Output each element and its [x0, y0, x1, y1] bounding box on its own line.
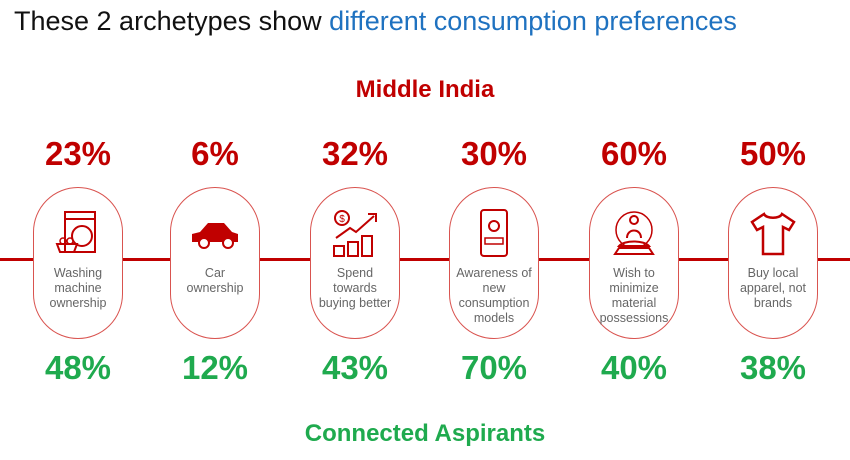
connected-aspirants-value: 38%	[739, 349, 807, 386]
connected-aspirants-value: 43%	[321, 349, 389, 386]
metric-card: $ Spend towards buying better	[310, 187, 400, 339]
tshirt-icon	[750, 212, 796, 256]
metric-label: Buy local apparel, not brands	[739, 266, 807, 310]
title-prefix: These 2 archetypes show	[14, 6, 330, 36]
metric-column: 32% $ Spend towards buying better 43%	[285, 135, 425, 393]
metric-card: Awareness of new consumption models	[449, 187, 539, 339]
buddha-icon	[613, 211, 655, 255]
connected-aspirants-value: 70%	[460, 349, 528, 386]
metric-column: 60% Wish to minimize material possession…	[564, 135, 704, 393]
metric-column: 50% Buy local apparel, not brands 38%	[703, 135, 843, 393]
svg-text:$: $	[339, 214, 345, 225]
title-highlight: different consumption preferences	[329, 6, 737, 36]
metric-card: Buy local apparel, not brands	[728, 187, 818, 339]
connected-aspirants-value: 40%	[600, 349, 668, 386]
metric-label: Washing machine ownership	[49, 266, 107, 310]
car-icon	[192, 223, 238, 249]
metric-card: Car ownership	[170, 187, 260, 339]
middle-india-heading: Middle India	[355, 76, 495, 103]
middle-india-value: 6%	[191, 135, 239, 172]
metric-label: Awareness of new consumption models	[456, 266, 532, 325]
money-growth-icon: $	[333, 210, 377, 257]
metric-column: 6% Car ownership 12%	[145, 135, 285, 393]
connected-aspirants-value: 12%	[181, 349, 249, 386]
slide-title: These 2 archetypes show different consum…	[14, 6, 737, 37]
metric-column: 30% Awareness of new consumption models …	[424, 135, 564, 393]
connected-aspirants-heading: Connected Aspirants	[304, 420, 546, 447]
connector-line	[0, 258, 850, 261]
middle-india-value: 30%	[460, 135, 528, 172]
middle-india-value: 60%	[600, 135, 668, 172]
metric-label: Car ownership	[186, 266, 244, 295]
metric-column: 23% Washing machine ownership 48%	[8, 135, 148, 393]
washing-machine-icon	[55, 211, 96, 253]
taxi-app-icon	[480, 209, 508, 257]
metric-card: Wish to minimize material possessions	[589, 187, 679, 339]
connected-aspirants-value: 48%	[44, 349, 112, 386]
middle-india-value: 50%	[739, 135, 807, 172]
middle-india-value: 32%	[321, 135, 389, 172]
metric-label: Wish to minimize material possessions	[599, 266, 669, 325]
metric-card: Washing machine ownership	[33, 187, 123, 339]
middle-india-value: 23%	[44, 135, 112, 172]
metric-label: Spend towards buying better	[318, 266, 392, 310]
